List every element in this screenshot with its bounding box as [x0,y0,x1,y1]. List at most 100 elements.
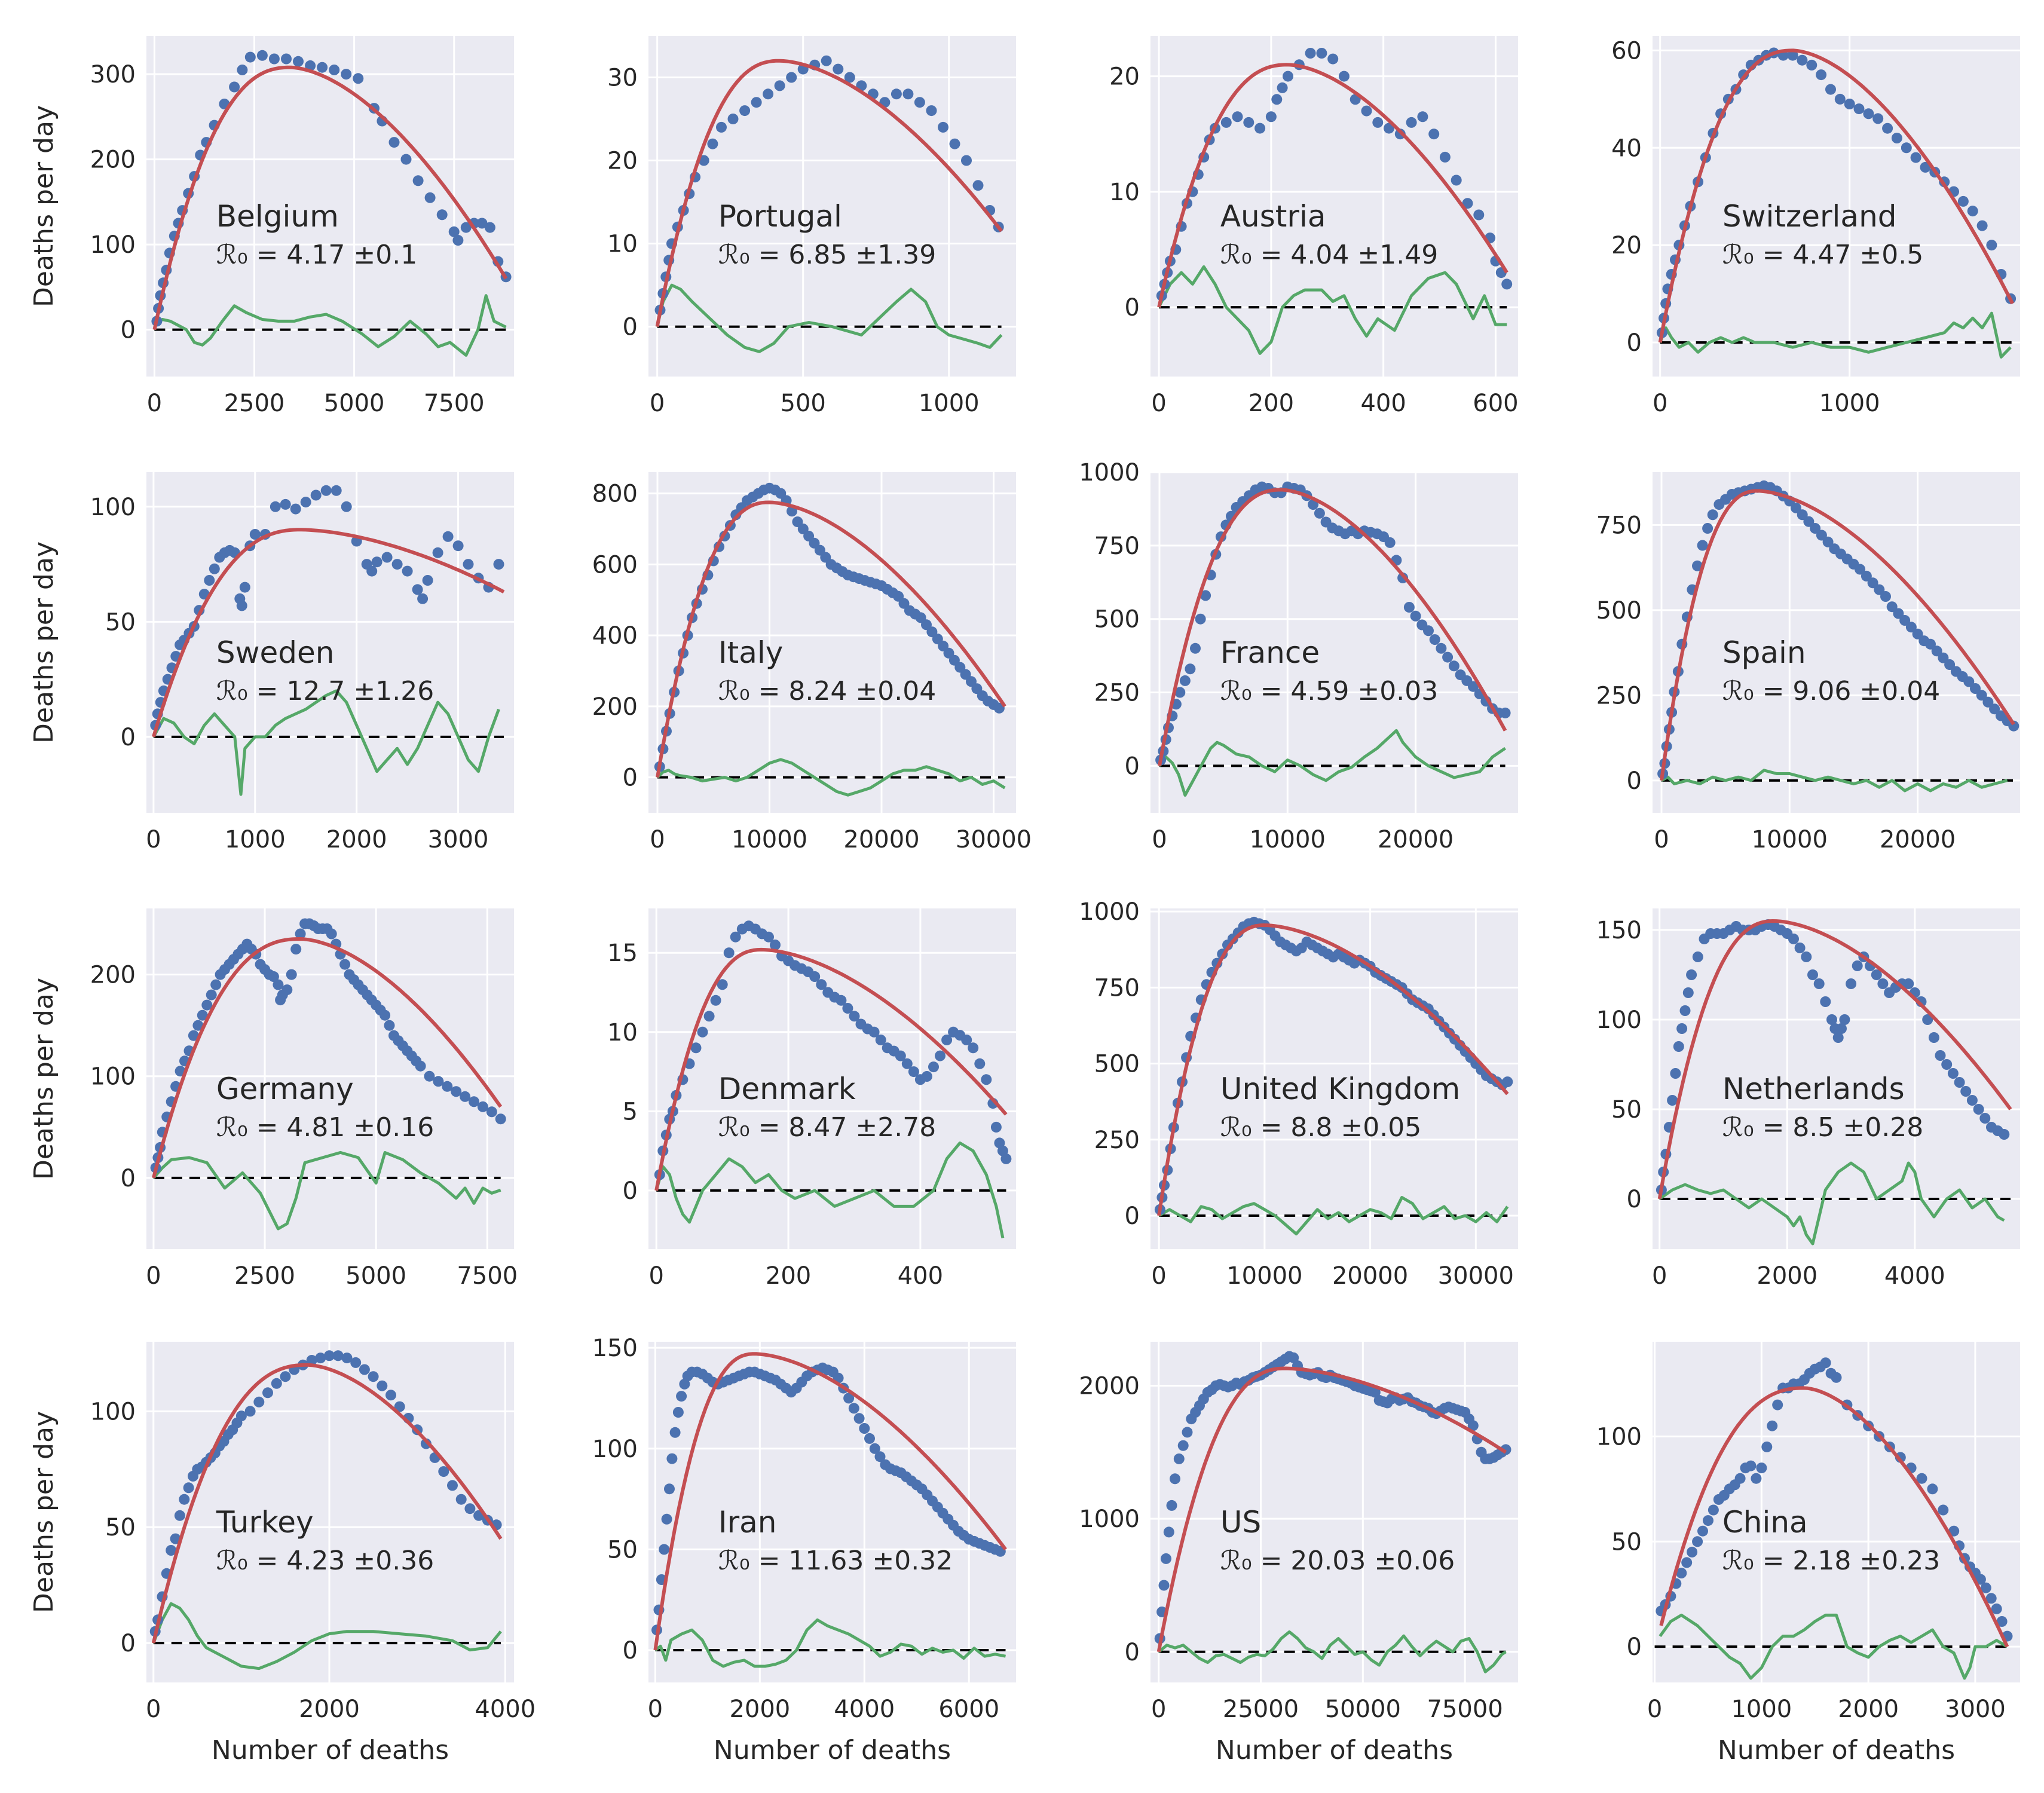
data-point [332,1350,344,1361]
x-tick-label: 200 [766,1262,811,1290]
panel-united-kingdom: 0 10000 20000 30000 0 250 500 750 1000 United Kin… [1079,898,1518,1290]
data-point [1982,696,1994,708]
panel-turkey: 0 2000 4000 0 50 100 Turkey ℛ₀ = 4.23 ±0.36 Deat… [29,1342,536,1766]
plot-content [150,918,506,1231]
x-tick-label: 10000 [732,826,807,853]
y-tick-label: 20 [1109,63,1140,91]
plot-area [1150,1342,1518,1682]
data-point [1681,1557,1693,1568]
data-point [1745,1460,1757,1471]
y-tick-label: 100 [1596,1006,1642,1034]
y-tick-label: 50 [1611,1096,1642,1124]
data-point [320,485,332,496]
country-label: Austria [1220,199,1326,234]
fit-line [1157,923,1509,1216]
r0-label: ℛ₀ = 4.47 ±0.5 [1722,240,1923,270]
residual-line [656,283,1003,353]
x-tick-label: 10000 [1226,1262,1302,1290]
residual-line [656,758,1006,797]
data-point [844,72,855,83]
data-point [1673,1041,1684,1052]
data-point [739,105,751,117]
data-point [300,497,311,508]
x-tick-label: 30000 [1438,1262,1514,1290]
plot-content [1156,48,1513,355]
data-point [1232,111,1243,123]
x-tick-label: 7500 [457,1262,518,1290]
data-point [463,559,474,570]
data-point [842,1003,853,1014]
data-point [770,940,781,950]
data-point [1734,1473,1746,1484]
data-point [394,1401,405,1412]
data-point [384,1020,395,1031]
residual-line [1659,311,2012,359]
data-point [1676,1023,1688,1034]
data-point [424,192,436,203]
data-point [268,971,279,982]
data-point [1173,1453,1185,1464]
data-point [926,105,937,117]
data-point [1910,152,1921,163]
fit-line [1158,488,1507,766]
data-point [1767,1420,1778,1431]
data-point [412,175,424,186]
data-point [253,1396,265,1408]
y-tick-label: 100 [90,231,136,259]
data-point [666,1453,678,1464]
data-point [972,180,984,191]
data-point [1679,1005,1691,1016]
data-point [1991,1603,2002,1614]
data-point [961,155,972,166]
data-point [716,121,727,133]
data-point [1687,1546,1698,1558]
y-tick-label: 0 [1627,329,1642,357]
fit-line [1657,919,2012,1200]
fit-line [152,65,508,331]
data-point [486,1106,497,1118]
r0-label: ℛ₀ = 4.59 ±0.03 [1220,676,1438,706]
x-tick-label: 2000 [1838,1696,1899,1723]
data-point [1288,1352,1299,1363]
plot-area [648,472,1016,813]
data-point [1832,1032,1844,1043]
data-point [1826,1014,1837,1025]
plot-area [146,472,514,813]
data-point [1967,206,1978,217]
data-point [1880,591,1891,602]
data-point [380,1009,391,1021]
panel-china: 0 1000 2000 3000 0 50 100 China ℛ₀ = 2.18 ±0.23 N… [1596,1342,2020,1766]
data-point [938,121,948,133]
residual-line [1660,769,2008,793]
data-point [664,1483,675,1495]
data-point [1756,1462,1767,1474]
data-point [460,222,472,233]
data-point [1500,707,1511,718]
data-point [1787,50,1798,61]
data-point [1697,540,1708,551]
data-point [455,1494,467,1505]
data-point [1941,1059,1953,1070]
y-tick-label: 1000 [1079,459,1140,487]
data-point [1788,934,1799,944]
data-point [353,73,364,84]
data-point [869,1443,880,1454]
y-tick-label: 50 [607,1536,638,1563]
y-axis-label: Deaths per day [29,978,59,1180]
y-tick-label: 100 [592,1436,638,1463]
data-point [843,1393,855,1404]
panel-iran: 0 2000 4000 6000 0 50 100 150 Iran ℛ₀ = 11.63 ±0.… [592,1335,1016,1766]
plot-content [1657,480,2019,793]
data-point [1369,1387,1381,1398]
data-point [306,1355,317,1366]
data-point [1912,628,1923,640]
data-point [305,60,316,71]
r0-label: ℛ₀ = 11.63 ±0.32 [718,1546,953,1576]
data-point [295,928,306,940]
data-point [326,928,337,940]
data-point [1794,943,1806,953]
data-point [1428,128,1440,140]
data-point [1816,530,1827,541]
y-tick-label: 0 [1125,294,1140,322]
data-point [484,222,495,233]
